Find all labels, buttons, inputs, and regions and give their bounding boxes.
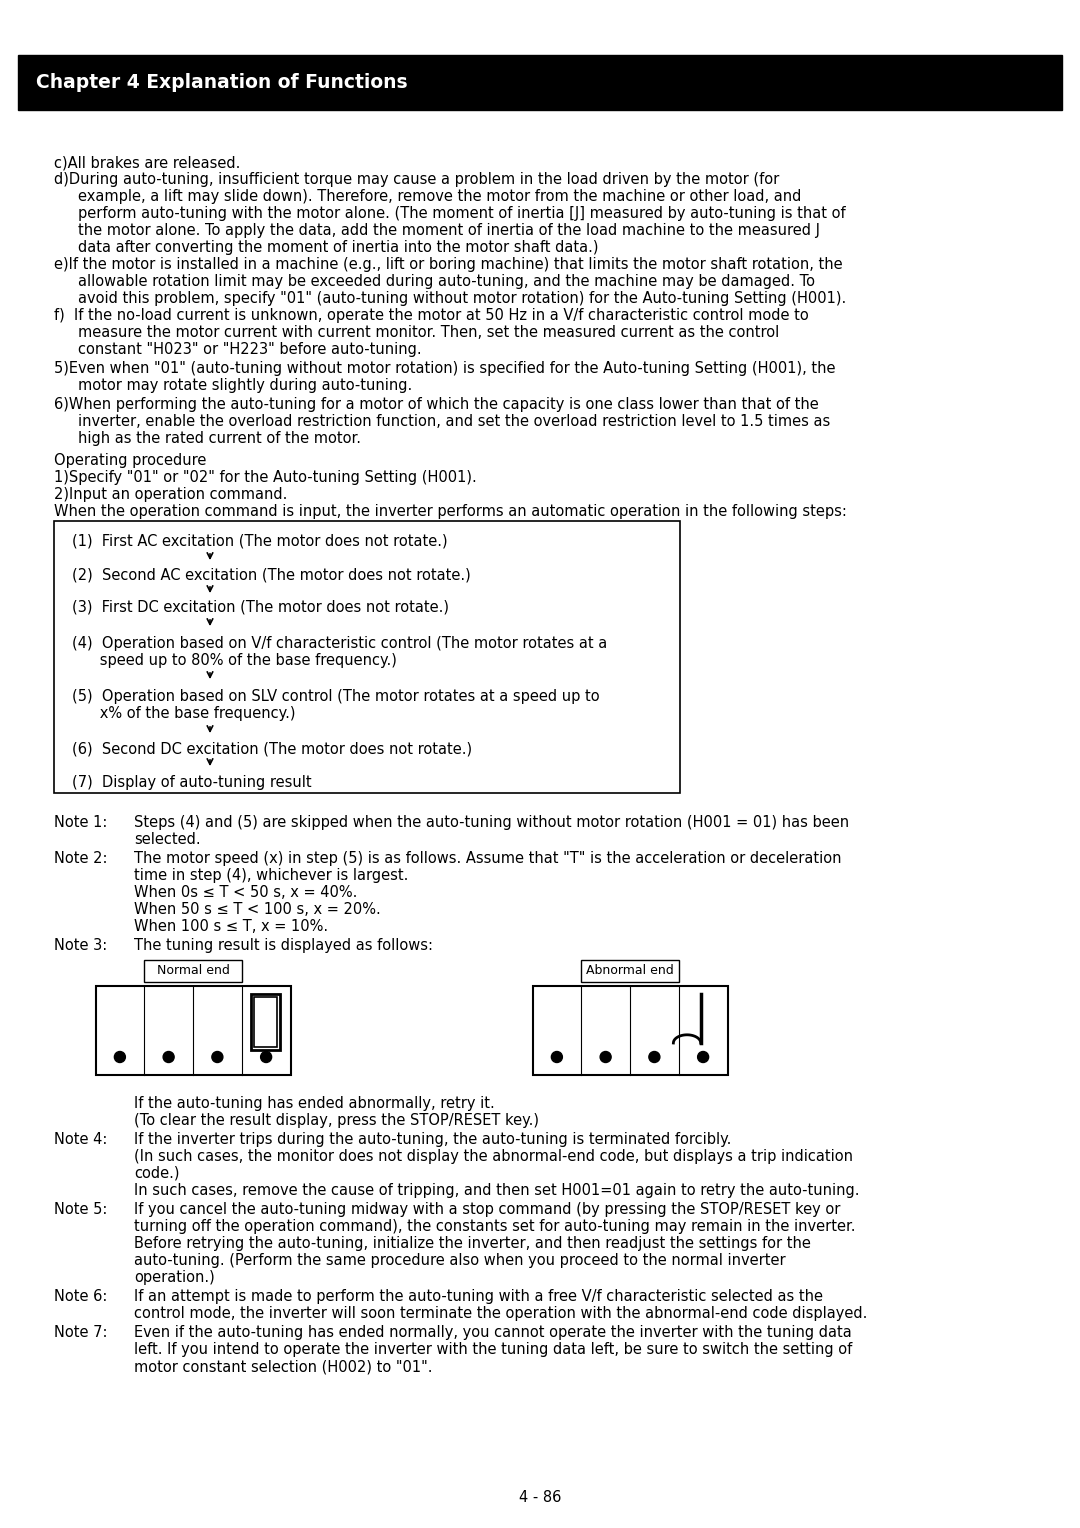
Text: Note 1:: Note 1: [54,814,107,830]
Text: When 100 s ≤ T, x = 10%.: When 100 s ≤ T, x = 10%. [134,918,328,934]
Text: speed up to 80% of the base frequency.): speed up to 80% of the base frequency.) [72,652,396,668]
Bar [95,986,291,1076]
Text: In such cases, remove the cause of tripping, and then set H001=01 again to retry: In such cases, remove the cause of tripp… [134,1183,860,1198]
Circle shape [698,1051,708,1062]
Text: (3)  First DC excitation (The motor does not rotate.): (3) First DC excitation (The motor does … [72,601,449,614]
Text: (5)  Operation based on SLV control (The motor rotates at a speed up to: (5) Operation based on SLV control (The … [72,689,599,704]
Text: e)If the motor is installed in a machine (e.g., lift or boring machine) that lim: e)If the motor is installed in a machine… [54,257,842,272]
Text: Note 3:: Note 3: [54,938,107,953]
Text: Operating procedure: Operating procedure [54,452,206,468]
Bar [581,960,679,983]
Text: c)All brakes are released.: c)All brakes are released. [54,154,241,170]
Text: The tuning result is displayed as follows:: The tuning result is displayed as follow… [134,938,433,953]
Text: When 0s ≤ T < 50 s, x = 40%.: When 0s ≤ T < 50 s, x = 40%. [134,885,357,900]
Text: If the inverter trips during the auto-tuning, the auto-tuning is terminated forc: If the inverter trips during the auto-tu… [134,1132,731,1148]
Bar [251,995,280,1050]
Text: the motor alone. To apply the data, add the moment of inertia of the load machin: the motor alone. To apply the data, add … [78,223,820,238]
Text: Note 2:: Note 2: [54,851,108,866]
Text: Note 7:: Note 7: [54,1325,108,1340]
Circle shape [114,1051,125,1062]
Text: motor may rotate slightly during auto-tuning.: motor may rotate slightly during auto-tu… [78,377,413,393]
Circle shape [163,1051,174,1062]
Text: Steps (4) and (5) are skipped when the auto-tuning without motor rotation (H001 : Steps (4) and (5) are skipped when the a… [134,814,849,830]
Text: auto-tuning. (Perform the same procedure also when you proceed to the normal inv: auto-tuning. (Perform the same procedure… [134,1253,785,1268]
Text: (1)  First AC excitation (The motor does not rotate.): (1) First AC excitation (The motor does … [72,533,447,549]
Text: (In such cases, the monitor does not display the abnormal-end code, but displays: (In such cases, the monitor does not dis… [134,1149,853,1164]
Text: example, a lift may slide down). Therefore, remove the motor from the machine or: example, a lift may slide down). Therefo… [78,189,801,205]
Bar [532,986,728,1076]
Text: left. If you intend to operate the inverter with the tuning data left, be sure t: left. If you intend to operate the inver… [134,1342,852,1357]
Bar [54,521,680,793]
Text: If you cancel the auto-tuning midway with a stop command (by pressing the STOP/R: If you cancel the auto-tuning midway wit… [134,1203,840,1216]
Circle shape [600,1051,611,1062]
Text: measure the motor current with current monitor. Then, set the measured current a: measure the motor current with current m… [78,325,780,341]
Text: high as the rated current of the motor.: high as the rated current of the motor. [78,431,361,446]
Text: inverter, enable the overload restriction function, and set the overload restric: inverter, enable the overload restrictio… [78,414,831,429]
Text: (7)  Display of auto-tuning result: (7) Display of auto-tuning result [72,775,312,790]
Text: Before retrying the auto-tuning, initialize the inverter, and then readjust the : Before retrying the auto-tuning, initial… [134,1236,811,1251]
Text: f)  If the no-load current is unknown, operate the motor at 50 Hz in a V/f chara: f) If the no-load current is unknown, op… [54,309,809,322]
Text: Even if the auto-tuning has ended normally, you cannot operate the inverter with: Even if the auto-tuning has ended normal… [134,1325,852,1340]
Text: When 50 s ≤ T < 100 s, x = 20%.: When 50 s ≤ T < 100 s, x = 20%. [134,902,381,917]
Text: (To clear the result display, press the STOP/RESET key.): (To clear the result display, press the … [134,1112,539,1128]
Text: operation.): operation.) [134,1270,215,1285]
Text: 4 - 86: 4 - 86 [518,1490,562,1505]
Text: Normal end: Normal end [157,964,229,978]
Text: constant "H023" or "H223" before auto-tuning.: constant "H023" or "H223" before auto-tu… [78,342,421,358]
Text: selected.: selected. [134,833,201,847]
Text: Note 6:: Note 6: [54,1290,107,1303]
Text: control mode, the inverter will soon terminate the operation with the abnormal-e: control mode, the inverter will soon ter… [134,1306,867,1322]
Text: time in step (4), whichever is largest.: time in step (4), whichever is largest. [134,868,408,883]
Text: motor constant selection (H002) to "01".: motor constant selection (H002) to "01". [134,1358,432,1374]
Circle shape [649,1051,660,1062]
Text: (2)  Second AC excitation (The motor does not rotate.): (2) Second AC excitation (The motor does… [72,567,471,582]
Bar [144,960,242,983]
Circle shape [552,1051,563,1062]
Text: 5)Even when "01" (auto-tuning without motor rotation) is specified for the Auto-: 5)Even when "01" (auto-tuning without mo… [54,361,836,376]
Text: 1)Specify "01" or "02" for the Auto-tuning Setting (H001).: 1)Specify "01" or "02" for the Auto-tuni… [54,471,476,484]
Text: 6)When performing the auto-tuning for a motor of which the capacity is one class: 6)When performing the auto-tuning for a … [54,397,819,413]
Text: allowable rotation limit may be exceeded during auto-tuning, and the machine may: allowable rotation limit may be exceeded… [78,274,815,289]
Text: Note 5:: Note 5: [54,1203,107,1216]
Text: If an attempt is made to perform the auto-tuning with a free V/f characteristic : If an attempt is made to perform the aut… [134,1290,823,1303]
Bar [18,55,1062,110]
Text: Note 4:: Note 4: [54,1132,107,1148]
Text: 2)Input an operation command.: 2)Input an operation command. [54,487,287,503]
Text: perform auto-tuning with the motor alone. (The moment of inertia [J] measured by: perform auto-tuning with the motor alone… [78,206,846,222]
Text: Abnormal end: Abnormal end [586,964,674,978]
Circle shape [212,1051,222,1062]
Text: code.): code.) [134,1166,179,1181]
Text: avoid this problem, specify "01" (auto-tuning without motor rotation) for the Au: avoid this problem, specify "01" (auto-t… [78,290,847,306]
Text: x% of the base frequency.): x% of the base frequency.) [72,706,296,721]
Text: (6)  Second DC excitation (The motor does not rotate.): (6) Second DC excitation (The motor does… [72,743,472,756]
Text: data after converting the moment of inertia into the motor shaft data.): data after converting the moment of iner… [78,240,598,255]
Text: turning off the operation command), the constants set for auto-tuning may remain: turning off the operation command), the … [134,1219,855,1235]
Text: d)During auto-tuning, insufficient torque may cause a problem in the load driven: d)During auto-tuning, insufficient torqu… [54,173,780,186]
Text: When the operation command is input, the inverter performs an automatic operatio: When the operation command is input, the… [54,504,847,520]
Text: If the auto-tuning has ended abnormally, retry it.: If the auto-tuning has ended abnormally,… [134,1096,495,1111]
Circle shape [260,1051,272,1062]
Text: (4)  Operation based on V/f characteristic control (The motor rotates at a: (4) Operation based on V/f characteristi… [72,636,607,651]
Bar [254,996,276,1047]
Text: The motor speed (x) in step (5) is as follows. Assume that "T" is the accelerati: The motor speed (x) in step (5) is as fo… [134,851,841,866]
Text: Chapter 4 Explanation of Functions: Chapter 4 Explanation of Functions [36,73,407,92]
